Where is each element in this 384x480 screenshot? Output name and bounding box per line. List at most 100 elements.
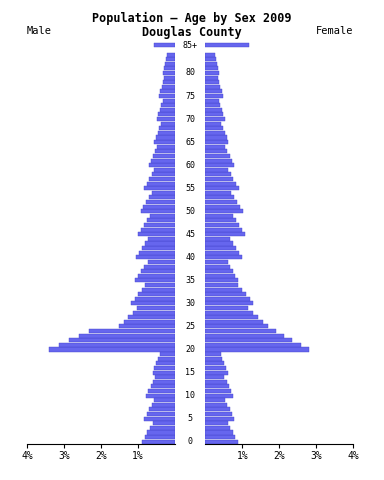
Text: 65: 65: [185, 138, 195, 146]
Text: 50: 50: [185, 207, 195, 216]
Bar: [205, 315, 258, 319]
Text: 75: 75: [185, 92, 195, 100]
Bar: [205, 394, 233, 397]
Bar: [157, 144, 175, 149]
Bar: [205, 274, 235, 278]
Bar: [205, 52, 215, 57]
Bar: [205, 195, 234, 200]
Bar: [141, 228, 175, 232]
Bar: [205, 135, 227, 140]
Bar: [149, 195, 175, 200]
Bar: [205, 334, 284, 338]
Bar: [205, 209, 243, 213]
Bar: [205, 384, 229, 388]
Bar: [205, 223, 239, 227]
Bar: [205, 117, 225, 121]
Text: 70: 70: [185, 115, 195, 123]
Text: 80: 80: [185, 69, 195, 77]
Bar: [141, 209, 175, 213]
Bar: [164, 66, 175, 71]
Bar: [205, 214, 233, 218]
Bar: [152, 421, 175, 425]
Bar: [144, 186, 175, 190]
Bar: [205, 352, 220, 356]
Text: 35: 35: [185, 276, 195, 285]
Bar: [205, 421, 228, 425]
Bar: [205, 57, 216, 61]
Bar: [205, 191, 231, 195]
Bar: [205, 283, 238, 287]
Bar: [205, 85, 220, 89]
Bar: [59, 343, 175, 347]
Bar: [144, 264, 175, 269]
Bar: [147, 431, 175, 434]
Bar: [159, 126, 175, 130]
Bar: [141, 269, 175, 273]
Text: Population — Age by Sex 2009: Population — Age by Sex 2009: [92, 12, 292, 25]
Bar: [131, 301, 175, 305]
Text: 25: 25: [185, 322, 195, 331]
Bar: [163, 80, 175, 84]
Bar: [161, 89, 175, 94]
Bar: [205, 389, 231, 393]
Bar: [205, 417, 234, 420]
Text: 85+: 85+: [182, 41, 198, 50]
Bar: [205, 311, 253, 315]
Bar: [205, 306, 248, 310]
Bar: [153, 380, 175, 384]
Bar: [128, 315, 175, 319]
Bar: [205, 348, 309, 351]
Text: 30: 30: [185, 299, 195, 308]
Bar: [205, 200, 237, 204]
Bar: [154, 43, 175, 48]
Bar: [154, 140, 175, 144]
Bar: [151, 158, 175, 163]
Text: Douglas County: Douglas County: [142, 26, 242, 39]
Bar: [157, 117, 175, 121]
Bar: [205, 149, 227, 153]
Bar: [205, 108, 222, 112]
Bar: [205, 297, 250, 301]
Bar: [155, 375, 175, 379]
Bar: [154, 398, 175, 402]
Bar: [137, 306, 175, 310]
Bar: [205, 440, 238, 444]
Bar: [205, 140, 228, 144]
Bar: [205, 288, 242, 292]
Bar: [49, 348, 175, 351]
Bar: [205, 168, 228, 172]
Bar: [165, 62, 175, 66]
Bar: [167, 52, 175, 57]
Bar: [119, 324, 175, 328]
Text: 60: 60: [185, 161, 195, 169]
Bar: [163, 98, 175, 103]
Bar: [205, 301, 253, 305]
Bar: [154, 168, 175, 172]
Bar: [163, 71, 175, 75]
Bar: [135, 278, 175, 282]
Bar: [205, 357, 222, 361]
Bar: [138, 274, 175, 278]
Bar: [205, 98, 218, 103]
Bar: [205, 80, 219, 84]
Bar: [156, 135, 175, 140]
Bar: [144, 204, 175, 209]
Bar: [205, 154, 230, 158]
Bar: [147, 260, 175, 264]
Bar: [144, 417, 175, 420]
Bar: [205, 292, 246, 296]
Bar: [205, 204, 240, 209]
Text: Female: Female: [316, 26, 353, 36]
Bar: [158, 112, 175, 117]
Text: 40: 40: [185, 253, 195, 262]
Bar: [158, 131, 175, 135]
Bar: [205, 264, 230, 269]
Bar: [149, 163, 175, 167]
Bar: [146, 394, 175, 397]
Bar: [148, 237, 175, 241]
Bar: [160, 108, 175, 112]
Bar: [205, 89, 222, 94]
Bar: [205, 62, 217, 66]
Bar: [205, 329, 276, 333]
Bar: [160, 352, 175, 356]
